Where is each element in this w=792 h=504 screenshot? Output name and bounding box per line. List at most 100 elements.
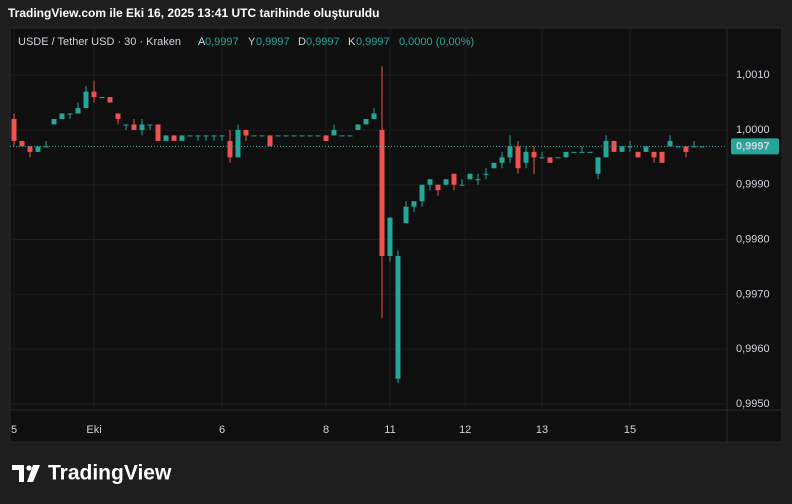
y-tick-label: 0,9980 — [736, 233, 770, 245]
candle-body — [195, 135, 201, 137]
candle-body — [115, 113, 121, 119]
candle-body — [435, 184, 441, 191]
candle-body — [579, 151, 585, 153]
header-title: TradingView.com ile Eki 16, 2025 13:41 U… — [8, 6, 379, 20]
x-tick-label: 15 — [624, 424, 636, 436]
x-tick-label: 11 — [384, 424, 395, 436]
candle-body — [443, 179, 449, 185]
candle-body — [107, 97, 113, 103]
candle-body — [123, 124, 129, 126]
candle-body — [451, 173, 457, 185]
chart-panel — [9, 27, 783, 443]
candle-body — [491, 162, 497, 169]
candle-body — [475, 179, 481, 181]
candle-body — [211, 135, 217, 137]
candle-body — [187, 135, 193, 137]
candle-body — [299, 135, 305, 137]
candle-body — [427, 179, 433, 185]
candle-body — [307, 135, 313, 137]
candle-body — [251, 135, 257, 137]
candle-body — [291, 135, 297, 137]
x-tick-label: 13 — [536, 424, 548, 436]
candle-body — [379, 129, 385, 256]
candle-body — [531, 151, 537, 158]
candle-body — [683, 146, 689, 152]
candle-body — [667, 140, 673, 147]
candle-body — [219, 135, 225, 137]
legend-key: A — [198, 36, 206, 48]
candle-body — [283, 135, 289, 137]
candle-body — [371, 113, 377, 119]
candle-body — [155, 124, 161, 141]
candle-body — [11, 118, 17, 141]
candle-body — [203, 135, 209, 137]
candle-body — [99, 97, 105, 99]
candle-body — [547, 157, 553, 163]
legend-symbol: USDE / Tether USD · 30 · Kraken — [18, 36, 181, 48]
x-tick-label: 6 — [219, 424, 225, 436]
candle-body — [467, 173, 473, 180]
candle-body — [67, 113, 73, 115]
candle-body — [91, 91, 97, 98]
candle-body — [523, 151, 529, 163]
candle-body — [419, 184, 425, 202]
candle-body — [267, 135, 273, 147]
candle-body — [27, 146, 33, 152]
candle-body — [603, 140, 609, 158]
candle-body — [147, 124, 153, 126]
candle-body — [563, 151, 569, 158]
candle-body — [339, 135, 345, 137]
candle-body — [315, 135, 321, 137]
candle-body — [507, 146, 513, 158]
candle-body — [395, 255, 401, 379]
candle-body — [627, 146, 633, 148]
candle-body — [83, 91, 89, 109]
legend-key: K — [348, 36, 356, 48]
y-tick-label: 1,0010 — [736, 69, 770, 81]
legend-key: Y — [248, 36, 256, 48]
candle-body — [403, 206, 409, 224]
candle-body — [235, 129, 241, 158]
last-price-label: 0,9997 — [736, 140, 770, 152]
candle-body — [275, 135, 281, 137]
candle-body — [35, 146, 41, 152]
candle-body — [587, 151, 593, 153]
candle-body — [659, 151, 665, 163]
candle-body — [171, 135, 177, 141]
candle-body — [555, 157, 561, 159]
candle-body — [259, 135, 265, 137]
y-tick-label: 0,9960 — [736, 343, 770, 355]
candle-body — [387, 217, 393, 256]
candle-body — [635, 151, 641, 158]
logo-text: TradingView — [48, 462, 172, 485]
candle-body — [163, 135, 169, 141]
plot: 1,0010 1,0000 0,9990 0,9980 0,9970 0,9960 0,99… — [10, 28, 779, 436]
candle-body — [75, 108, 81, 114]
x-tick-label: 8 — [323, 424, 329, 436]
candle-body — [595, 157, 601, 174]
candle-body — [179, 135, 185, 141]
y-tick-label: 0,9990 — [736, 179, 770, 191]
candle-body — [227, 140, 233, 158]
x-tick-label: 5 — [11, 424, 17, 436]
legend-value: 0,9997 — [205, 36, 239, 48]
x-tick-label: 12 — [459, 424, 471, 436]
candle-body — [483, 173, 489, 175]
candle-body — [363, 118, 369, 125]
candle-body — [19, 140, 25, 147]
candle-body — [139, 124, 145, 130]
logo-icon — [12, 465, 40, 482]
y-tick-label: 0,9950 — [736, 398, 770, 410]
legend-value: 0,9997 — [356, 36, 390, 48]
candle-body — [59, 113, 65, 119]
candle-body — [355, 124, 361, 130]
candle-body — [699, 146, 705, 148]
y-tick-label: 0,9970 — [736, 288, 770, 300]
candle-body — [571, 151, 577, 153]
candle-body — [499, 157, 505, 163]
candle-body — [323, 135, 329, 141]
candle-body — [331, 129, 337, 136]
candle-body — [539, 157, 545, 159]
legend-value: 0,9997 — [306, 36, 340, 48]
